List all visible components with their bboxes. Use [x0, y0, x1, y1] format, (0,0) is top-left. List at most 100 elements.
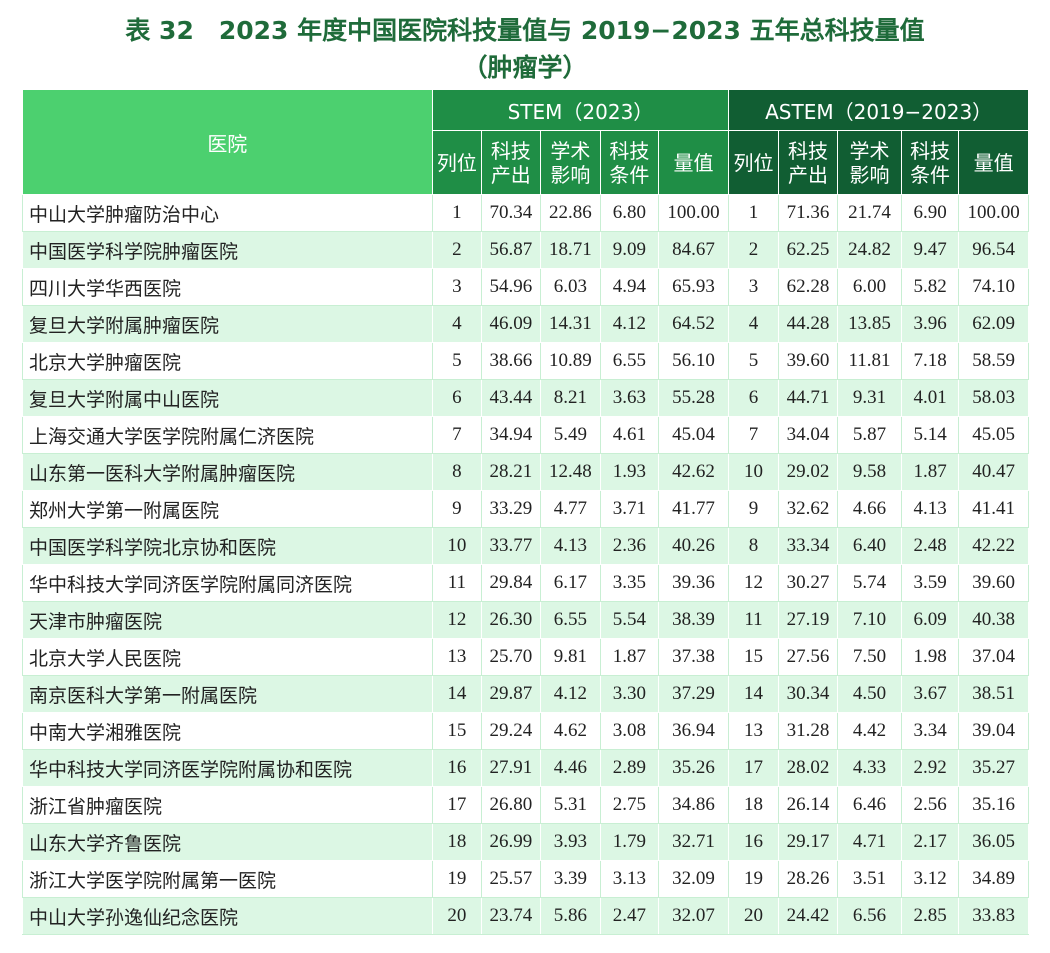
- table-cell: 17: [728, 749, 779, 787]
- table-cell: 17: [431, 786, 483, 824]
- table-cell: 8: [728, 527, 779, 565]
- table-cell: 1: [431, 194, 483, 232]
- table-cell: 26.14: [777, 786, 839, 824]
- table-cell: 3.93: [539, 823, 602, 861]
- table-cell: 34.94: [481, 416, 541, 454]
- hospital-header: 医院: [22, 89, 433, 195]
- stem-group-header: STEM（2023）: [431, 88, 730, 132]
- table-cell: 36.94: [657, 712, 730, 750]
- table-cell: 6.55: [539, 601, 602, 639]
- table-cell: 27.19: [777, 601, 839, 639]
- table-row: 复旦大学附属肿瘤医院 4 46.09 14.31 4.12 64.52 4 44.28 13.8…: [22, 305, 1029, 343]
- table-cell: 24.82: [837, 231, 902, 269]
- table-cell: 54.96: [481, 268, 541, 306]
- table-cell: 15: [431, 712, 483, 750]
- table-row: 中山大学孙逸仙纪念医院 20 23.74 5.86 2.47 32.07 20 24.42 6.…: [22, 897, 1029, 935]
- table-cell: 32.07: [657, 897, 730, 935]
- table-cell: 3.35: [600, 564, 659, 602]
- table-cell: 10: [728, 453, 779, 491]
- table-cell: 2.48: [900, 527, 960, 565]
- table-cell: 1.79: [600, 823, 659, 861]
- table-cell: 37.04: [958, 638, 1029, 676]
- hospital-name: 复旦大学附属中山医院: [22, 379, 433, 417]
- table-cell: 2: [728, 231, 779, 269]
- table-cell: 2: [431, 231, 483, 269]
- table-cell: 6: [431, 379, 483, 417]
- table-cell: 4.42: [837, 712, 902, 750]
- table-cell: 30.34: [777, 675, 839, 713]
- table-cell: 14: [431, 675, 483, 713]
- astem-group-header: ASTEM（2019−2023）: [728, 88, 1029, 132]
- table-cell: 13.85: [837, 305, 902, 343]
- table-cell: 7.50: [837, 638, 902, 676]
- table-cell: 28.26: [777, 860, 839, 898]
- table-cell: 9.47: [900, 231, 960, 269]
- hospital-name: 天津市肿瘤医院: [22, 601, 433, 639]
- table-cell: 34.89: [958, 860, 1029, 898]
- table-row: 华中科技大学同济医学院附属协和医院 16 27.91 4.46 2.89 35.26 17 2…: [22, 749, 1029, 787]
- table-cell: 26.99: [481, 823, 541, 861]
- table-cell: 12: [728, 564, 779, 602]
- table-cell: 3.30: [600, 675, 659, 713]
- table-cell: 38.39: [657, 601, 730, 639]
- hospital-name: 南京医科大学第一附属医院: [22, 675, 433, 713]
- table-cell: 8: [431, 453, 483, 491]
- table-cell: 5.14: [900, 416, 960, 454]
- table-cell: 43.44: [481, 379, 541, 417]
- table-cell: 18: [728, 786, 779, 824]
- table-row: 复旦大学附属中山医院 6 43.44 8.21 3.63 55.28 6 44.71 9.31 4…: [22, 379, 1029, 417]
- table-cell: 7.10: [837, 601, 902, 639]
- table-row: 中山大学肿瘤防治中心 1 70.34 22.86 6.80 100.00 1 71.36 21.…: [22, 194, 1029, 232]
- astem-value-header: 量值: [958, 130, 1029, 195]
- table-cell: 13: [431, 638, 483, 676]
- table-cell: 23.74: [481, 897, 541, 935]
- table-cell: 9: [728, 490, 779, 528]
- table-cell: 3: [431, 268, 483, 306]
- table-cell: 33.29: [481, 490, 541, 528]
- table-cell: 70.34: [481, 194, 541, 232]
- table-cell: 34.04: [777, 416, 839, 454]
- table-cell: 11: [728, 601, 779, 639]
- table-row: 浙江省肿瘤医院 17 26.80 5.31 2.75 34.86 18 26.14 6.46 2.…: [22, 786, 1029, 824]
- table-cell: 21.74: [837, 194, 902, 232]
- table-cell: 96.54: [958, 231, 1029, 269]
- table-cell: 100.00: [657, 194, 730, 232]
- table-cell: 1.93: [600, 453, 659, 491]
- table-cell: 2.89: [600, 749, 659, 787]
- table-row: 浙江大学医学院附属第一医院 19 25.57 3.39 3.13 32.09 19 28.26…: [22, 860, 1029, 898]
- hospital-name: 北京大学人民医院: [22, 638, 433, 676]
- table-cell: 58.59: [958, 342, 1029, 380]
- table-cell: 74.10: [958, 268, 1029, 306]
- hospital-name: 山东第一医科大学附属肿瘤医院: [22, 453, 433, 491]
- table-cell: 14.31: [539, 305, 602, 343]
- table-cell: 4.46: [539, 749, 602, 787]
- table-cell: 29.02: [777, 453, 839, 491]
- table-cell: 4.01: [900, 379, 960, 417]
- astem-rank-header: 列位: [728, 130, 779, 195]
- table-cell: 24.42: [777, 897, 839, 935]
- table-cell: 1: [728, 194, 779, 232]
- table-cell: 5.31: [539, 786, 602, 824]
- table-cell: 4.66: [837, 490, 902, 528]
- table-row: 山东第一医科大学附属肿瘤医院 8 28.21 12.48 1.93 42.62 10 29.0…: [22, 453, 1029, 491]
- table-cell: 26.30: [481, 601, 541, 639]
- table-cell: 6.09: [900, 601, 960, 639]
- table-cell: 3.59: [900, 564, 960, 602]
- table-cell: 65.93: [657, 268, 730, 306]
- table-cell: 42.62: [657, 453, 730, 491]
- table-cell: 3.96: [900, 305, 960, 343]
- table-cell: 19: [431, 860, 483, 898]
- stem-rank-header: 列位: [431, 130, 483, 195]
- table-cell: 2.17: [900, 823, 960, 861]
- hospital-name: 郑州大学第一附属医院: [22, 490, 433, 528]
- hospital-name: 中国医学科学院北京协和医院: [22, 527, 433, 565]
- table-cell: 4.50: [837, 675, 902, 713]
- table-cell: 9.58: [837, 453, 902, 491]
- table-cell: 18: [431, 823, 483, 861]
- table-cell: 31.28: [777, 712, 839, 750]
- table-cell: 30.27: [777, 564, 839, 602]
- hospital-name: 中山大学孙逸仙纪念医院: [22, 897, 433, 935]
- table-cell: 55.28: [657, 379, 730, 417]
- table-cell: 4.13: [900, 490, 960, 528]
- table-cell: 1.98: [900, 638, 960, 676]
